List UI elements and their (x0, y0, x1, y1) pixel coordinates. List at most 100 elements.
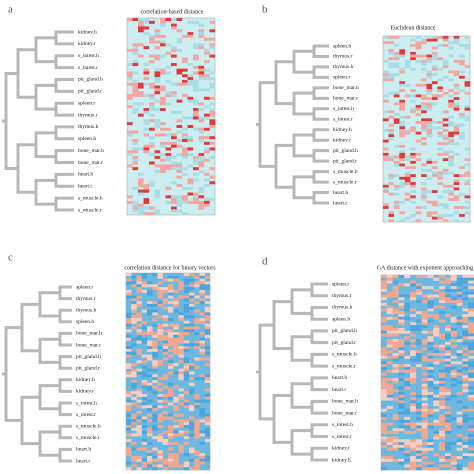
heatmap-cell (162, 315, 169, 319)
heatmap-cell (381, 308, 388, 312)
heatmap-cell (136, 278, 142, 282)
heatmap-cell (199, 374, 205, 378)
heatmap-cell (383, 59, 389, 63)
heatmap-cell (433, 380, 440, 384)
heatmap-cell (178, 430, 184, 434)
heatmap-cell (126, 329, 132, 333)
heatmap-cell (388, 123, 395, 127)
heatmap-cell (453, 102, 460, 106)
heatmap-cell (453, 219, 460, 223)
heatmap-cell (383, 36, 389, 39)
heatmap-cell (168, 318, 174, 322)
heatmap-cell (189, 273, 195, 277)
heatmap-cell (404, 422, 411, 426)
heatmap-cell (459, 192, 465, 196)
heatmap-cell (152, 318, 158, 322)
heatmap-cell (183, 357, 190, 361)
heatmap-cell (204, 77, 210, 81)
heatmap-cell (131, 413, 137, 417)
heatmap-cell (404, 275, 411, 278)
heatmap-cell (381, 275, 388, 278)
heatmap-cell (157, 450, 163, 454)
heatmap-cell (468, 425, 474, 429)
heatmap-cell (143, 200, 150, 204)
heatmap-cell (199, 433, 205, 437)
heatmap-cell (204, 419, 211, 423)
heatmap-cell (421, 110, 427, 114)
heatmap-cell (444, 361, 451, 365)
heatmap-cell (442, 142, 449, 146)
heatmap-cell (209, 124, 216, 128)
heatmap-cell (136, 289, 142, 293)
heatmap-cell (442, 59, 449, 63)
heatmap-cell (183, 453, 190, 457)
heatmap-cell (152, 416, 158, 420)
heatmap-cell (427, 408, 434, 412)
heatmap-cell (157, 273, 163, 277)
heatmap-cell (162, 461, 169, 465)
heatmap-cell (157, 419, 163, 423)
heatmap-cell (141, 309, 148, 313)
heatmap-cell (456, 380, 463, 384)
heatmap-cell (157, 436, 163, 440)
heatmap-cell (189, 458, 195, 462)
heatmap-cell (168, 354, 174, 358)
heatmap-cell (168, 388, 174, 392)
heatmap-cell (398, 316, 405, 320)
heatmap-cell (439, 392, 446, 395)
heatmap-cell (138, 82, 144, 86)
heatmap-cell (126, 323, 132, 327)
heatmap-cell (126, 439, 132, 443)
heatmap-cell (162, 385, 169, 389)
heatmap-cell (178, 360, 184, 364)
heatmap-cell (383, 73, 389, 77)
heatmap-cell (168, 447, 174, 451)
heatmap-cell (171, 167, 177, 171)
heatmap-cell (437, 126, 444, 130)
heatmap-cell (427, 411, 434, 415)
heatmap-cell (136, 329, 142, 333)
heatmap-cell (132, 130, 139, 134)
heatmap-cell (187, 178, 194, 182)
heatmap-cell (439, 333, 446, 337)
heatmap-cell (209, 108, 216, 112)
heatmap-cell (444, 355, 451, 359)
heatmap-cell (410, 67, 416, 71)
heatmap-cell (182, 212, 188, 216)
heatmap-cell (450, 361, 457, 365)
heatmap-cell (189, 433, 195, 437)
heatmap-cell (431, 97, 438, 100)
heatmap-cell (421, 403, 428, 407)
heatmap-cell (426, 176, 433, 180)
heatmap-cell (410, 358, 417, 362)
heatmap-cell (138, 43, 144, 47)
heatmap-cell (410, 461, 417, 465)
heatmap-cell (154, 108, 161, 112)
heatmap-cell (183, 422, 190, 426)
heatmap-cell (198, 164, 205, 168)
heatmap-cell (456, 442, 463, 446)
heatmap-cell (421, 83, 427, 87)
heatmap-cell (143, 93, 150, 97)
heatmap-cell (168, 323, 174, 327)
heatmap-cell (143, 189, 150, 193)
heatmap-cell (468, 408, 474, 412)
heatmap-cell (464, 91, 471, 95)
heatmap-cell (204, 105, 210, 109)
heatmap-cell (160, 127, 166, 131)
heatmap-cell (141, 385, 148, 389)
leaf-label: bone_mar.r (333, 96, 358, 102)
heatmap-cell (198, 68, 205, 72)
heatmap-cell (194, 422, 200, 426)
heatmap-cell (157, 289, 163, 293)
heatmap-cell (426, 70, 433, 74)
heatmap-cell (171, 161, 177, 165)
heatmap-cell (404, 115, 411, 119)
heatmap-cell (157, 287, 163, 291)
heatmap-cell (131, 402, 137, 406)
heatmap-cell (204, 351, 211, 355)
heatmap-cell (421, 174, 427, 178)
heatmap-cell (204, 326, 211, 330)
heatmap-cell (459, 166, 465, 170)
heatmap-cell (433, 422, 440, 426)
